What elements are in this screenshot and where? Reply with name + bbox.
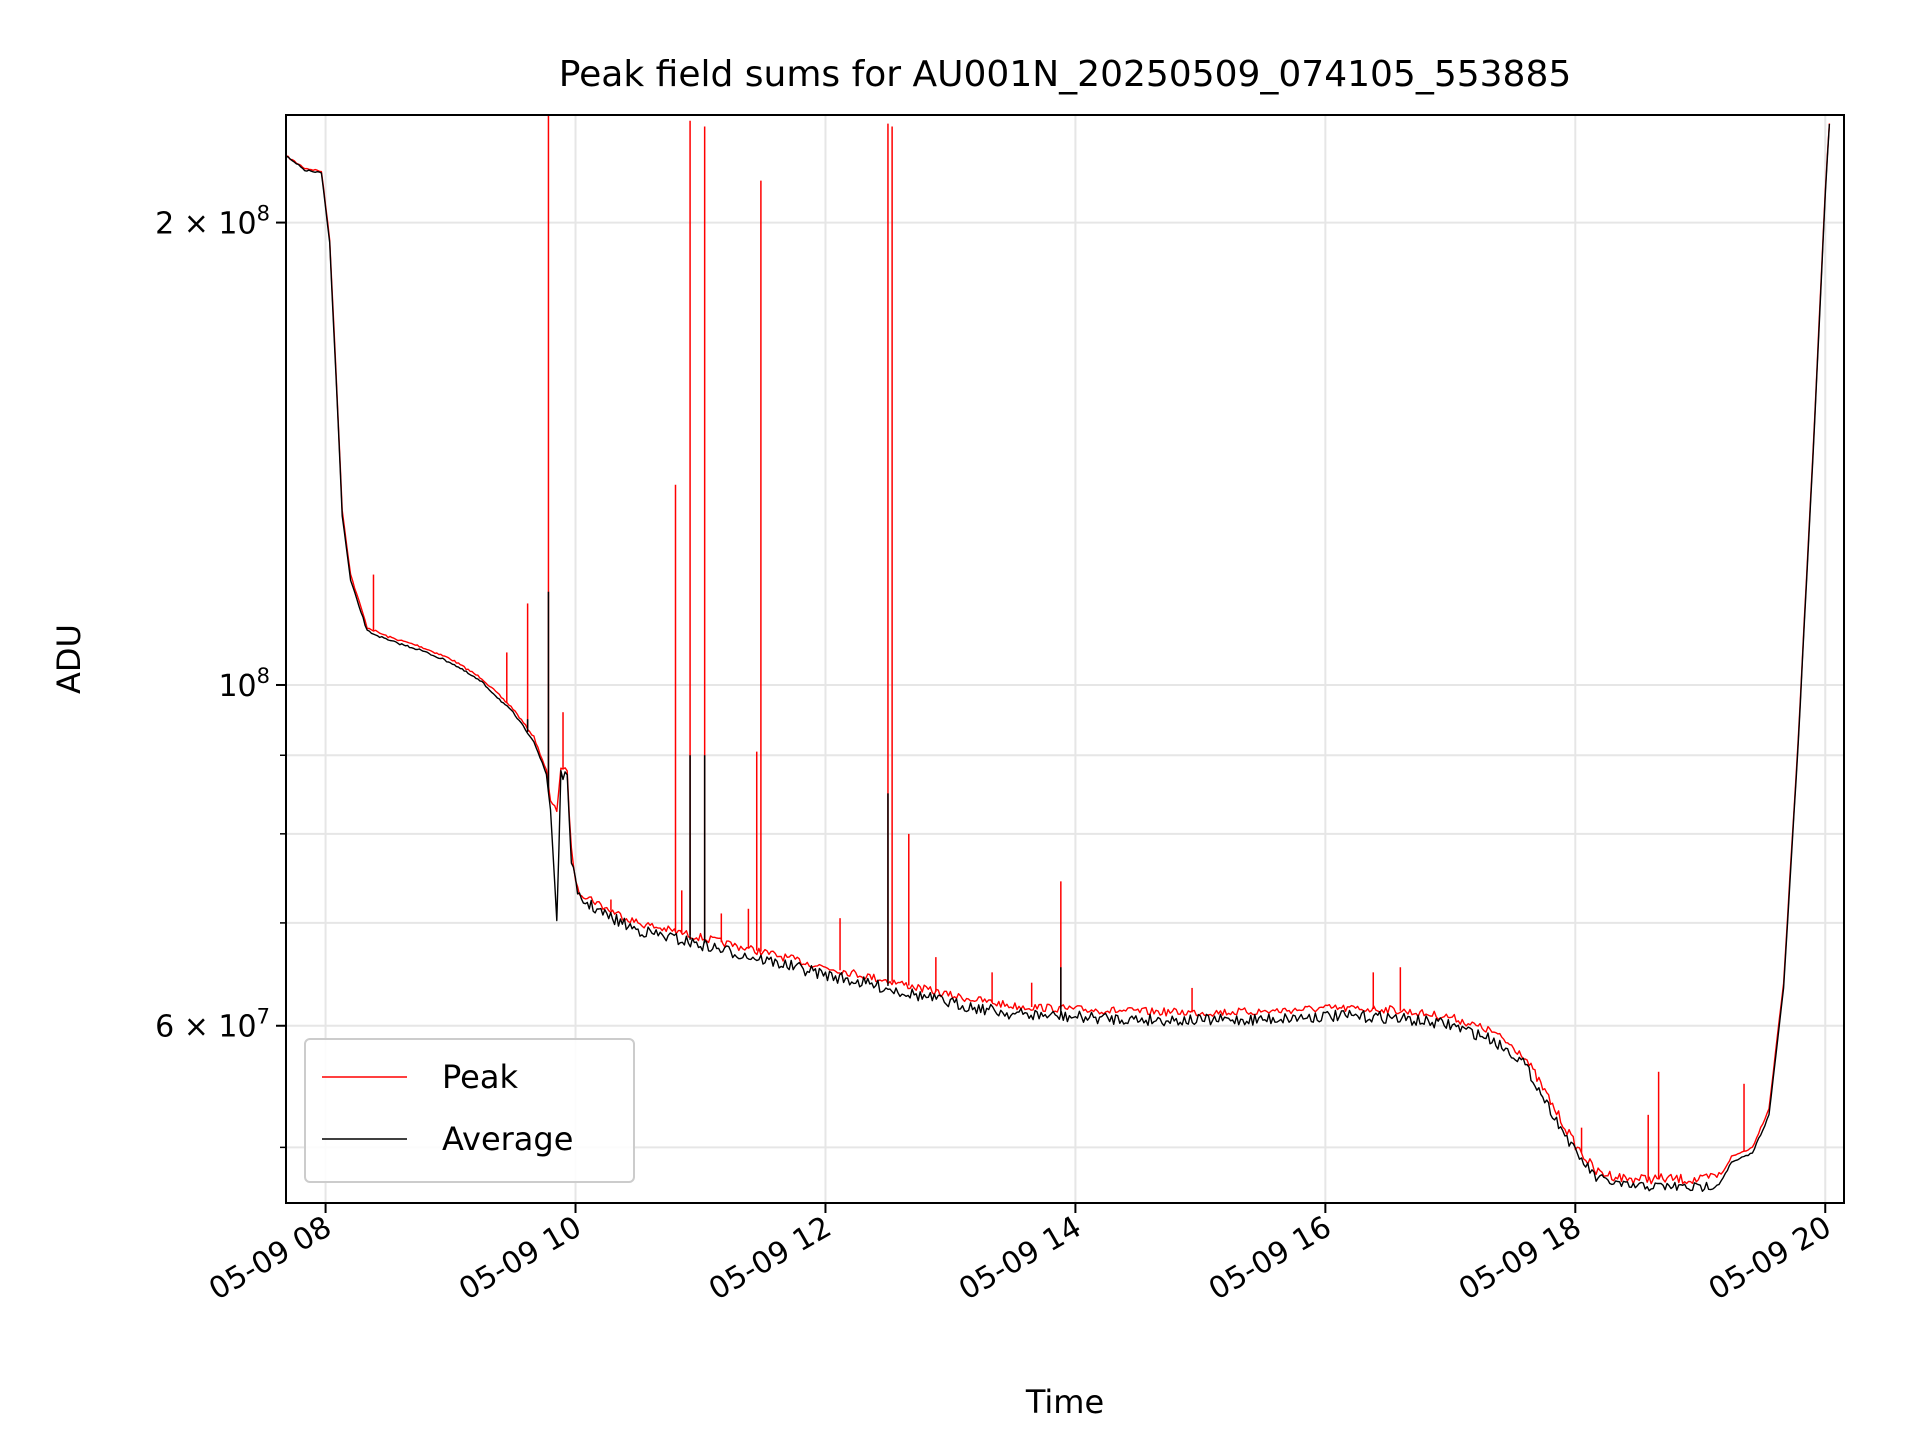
- y-tick-label: 2 × 108: [155, 202, 270, 242]
- y-axis-title: ADU: [50, 624, 88, 694]
- legend-label-peak: Peak: [442, 1058, 518, 1096]
- series-line-average: [285, 124, 1831, 1192]
- x-axis-title: Time: [1025, 1383, 1104, 1421]
- chart-title: Peak field sums for AU001N_20250509_0741…: [559, 54, 1572, 95]
- grid-layer: [286, 115, 1844, 1203]
- series-line-peak: [285, 123, 1831, 1185]
- series-layer: [285, 115, 1831, 1192]
- legend-box: [304, 1038, 635, 1183]
- legend: Peak Average: [304, 1038, 635, 1183]
- legend-label-average: Average: [442, 1120, 573, 1158]
- series-average: [285, 124, 1831, 1192]
- y-tick-label: 6 × 107: [155, 1005, 270, 1045]
- plot-frame: [285, 114, 1845, 1204]
- y-tick-label: 108: [218, 664, 270, 704]
